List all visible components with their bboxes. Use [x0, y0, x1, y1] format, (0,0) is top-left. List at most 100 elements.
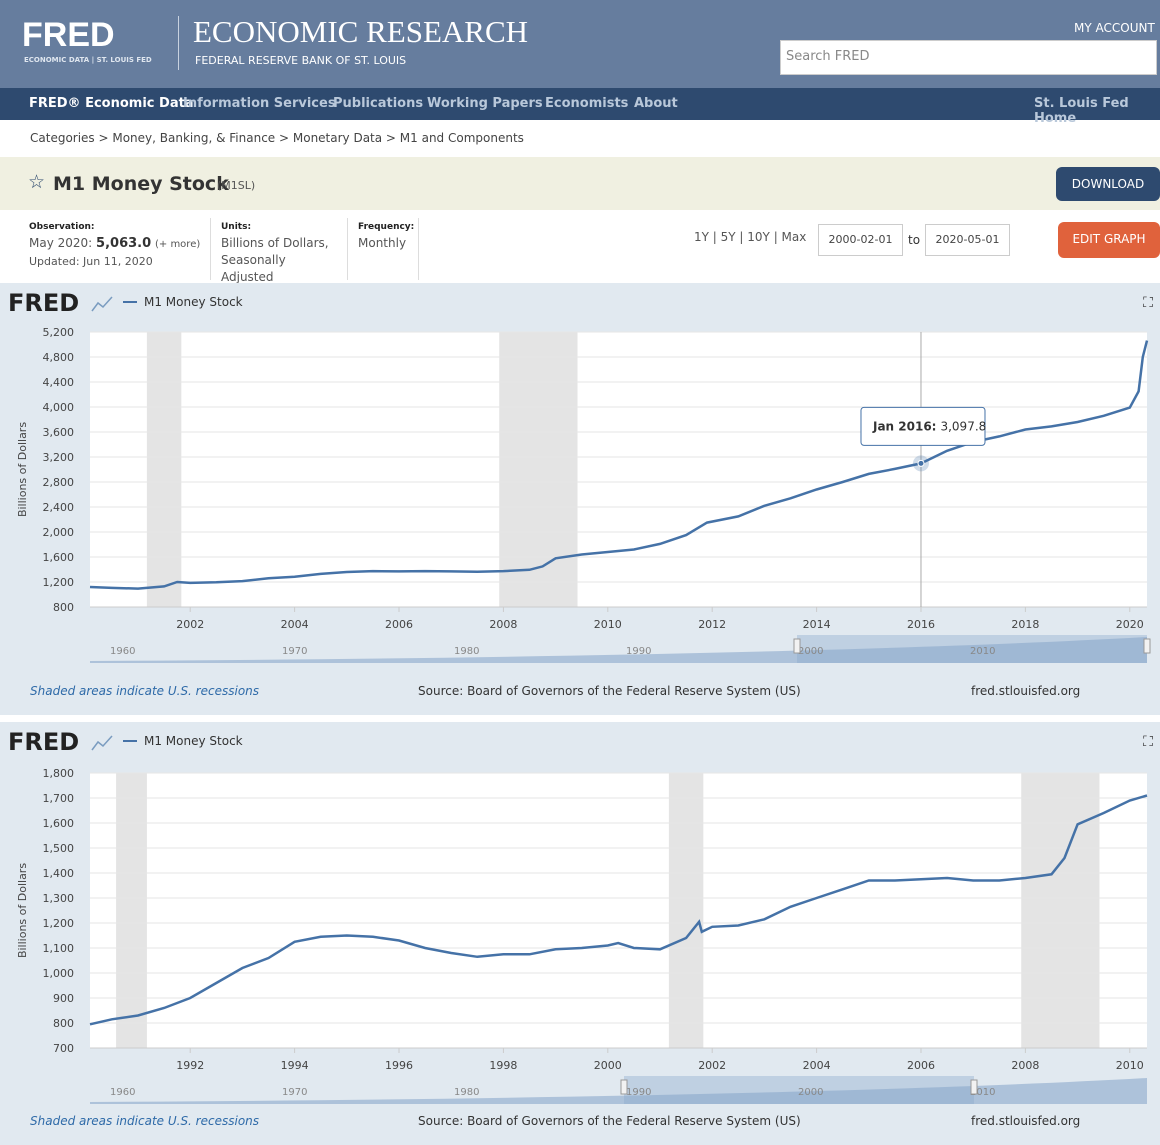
nav-item[interactable]: Working Papers [427, 96, 543, 111]
y-tick-label: 1,700 [43, 792, 75, 805]
freq-value: Monthly [358, 236, 407, 250]
logo-sub: ECONOMIC DATA | ST. LOUIS FED [24, 56, 152, 64]
logo[interactable]: FRED [22, 16, 115, 54]
x-tick-label: 2002 [698, 1059, 726, 1072]
x-tick-label: 2004 [803, 1059, 831, 1072]
x-tick-label: 2020 [1116, 618, 1144, 631]
y-tick-label: 4,400 [43, 376, 75, 389]
edit-graph-button[interactable]: EDIT GRAPH [1058, 222, 1160, 258]
fullscreen-icon[interactable]: ⛶ [1143, 295, 1153, 311]
y-tick-label: 2,000 [43, 526, 75, 539]
navigator-handle[interactable] [620, 1079, 628, 1095]
site-subtitle: FEDERAL RESERVE BANK OF ST. LOUIS [195, 54, 407, 67]
navigator-label: 1980 [454, 1087, 479, 1098]
navigator-handle[interactable] [970, 1079, 978, 1095]
x-tick-label: 2014 [803, 618, 831, 631]
chart-logo: FRED [8, 289, 79, 317]
y-tick-label: 1,000 [43, 967, 75, 980]
x-tick-label: 2002 [176, 618, 204, 631]
y-tick-label: 1,600 [43, 817, 75, 830]
hover-point [917, 459, 925, 467]
tooltip-date: Jan 2016: [872, 419, 936, 433]
recession-band [499, 332, 578, 607]
navigator-label: 2000 [798, 646, 823, 657]
header: FRED ECONOMIC DATA | ST. LOUIS FED ECONO… [0, 0, 1160, 88]
nav-item[interactable]: St. Louis Fed Home [1034, 96, 1129, 126]
x-tick-label: 2008 [489, 618, 517, 631]
navigator-line [90, 1078, 1147, 1104]
logo-icon [91, 735, 113, 751]
y-tick-label: 1,600 [43, 551, 75, 564]
updated: Updated: Jun 11, 2020 [29, 255, 153, 268]
x-tick-label: 2006 [907, 1059, 935, 1072]
y-tick-label: 1,100 [43, 942, 75, 955]
label: Frequency: [358, 222, 415, 232]
y-tick-label: 4,000 [43, 401, 75, 414]
nav-item[interactable]: Information Services [183, 96, 336, 111]
account-link[interactable]: MY ACCOUNT [1074, 21, 1155, 35]
x-tick-label: 1992 [176, 1059, 204, 1072]
series-line [89, 794, 1148, 1026]
navigator-label: 1980 [454, 646, 479, 657]
y-tick-label: 800 [53, 601, 74, 614]
range-buttons[interactable]: 1Y | 5Y | 10Y | Max [694, 230, 807, 244]
search-box[interactable]: Search FRED [780, 40, 1157, 75]
recession-band [668, 773, 704, 1048]
navigator-label: 1990 [626, 1087, 651, 1098]
y-tick-label: 2,400 [43, 501, 75, 514]
star-icon[interactable]: ☆ [28, 171, 46, 193]
navigator-label: 1960 [110, 1087, 135, 1098]
download-button[interactable]: DOWNLOAD [1056, 167, 1160, 201]
y-axis-label: Billions of Dollars [16, 422, 29, 517]
fullscreen-icon[interactable]: ⛶ [1143, 734, 1153, 750]
x-tick-label: 1996 [385, 1059, 413, 1072]
site-note: fred.stlouisfed.org [971, 1114, 1080, 1128]
y-tick-label: 2,800 [43, 476, 75, 489]
navigator-label: 1970 [282, 1087, 307, 1098]
y-tick-label: 1,200 [43, 576, 75, 589]
y-tick-label: 900 [53, 992, 74, 1005]
recession-band [116, 773, 147, 1048]
legend-label: M1 Money Stock [144, 734, 243, 748]
x-tick-label: 1994 [281, 1059, 309, 1072]
navigator-label: 1970 [282, 646, 307, 657]
legend-label: M1 Money Stock [144, 295, 243, 309]
x-tick-label: 2010 [594, 618, 622, 631]
y-tick-label: 3,600 [43, 426, 75, 439]
obs-date: May 2020: [29, 236, 93, 250]
divider [347, 218, 348, 280]
chart-panel: FRED M1 Money Stock ⛶ 800 1,200 1,600 2,000 2,4… [0, 283, 1160, 715]
y-tick-label: 700 [53, 1042, 74, 1055]
source-note: Source: Board of Governors of the Federa… [418, 684, 801, 698]
recession-band [1021, 773, 1100, 1048]
label: Units: [221, 222, 252, 232]
x-tick-label: 1998 [489, 1059, 517, 1072]
x-tick-label: 2006 [385, 618, 413, 631]
navigator-handle[interactable] [1143, 638, 1151, 654]
nav-item[interactable]: Economists [545, 96, 629, 111]
end-date[interactable]: 2020-05-01 [925, 224, 1010, 256]
observation: Observation: May 2020: 5,063.0 (+ more) … [29, 222, 200, 270]
units-value: Billions of Dollars, Seasonally Adjusted [221, 236, 329, 284]
nav-item[interactable]: Publications [333, 96, 424, 111]
nav-item[interactable]: About [634, 96, 678, 111]
units: Units: Billions of Dollars, Seasonally A… [221, 222, 341, 286]
recession-note: Shaded areas indicate U.S. recessions [30, 1114, 259, 1128]
navigator-handle[interactable] [793, 638, 801, 654]
x-tick-label: 2008 [1011, 1059, 1039, 1072]
frequency: Frequency: Monthly [358, 222, 414, 252]
series-id: (M1SL) [217, 179, 256, 192]
y-axis-label: Billions of Dollars [16, 863, 29, 958]
y-tick-label: 1,300 [43, 892, 75, 905]
x-tick-label: 2016 [907, 618, 935, 631]
x-tick-label: 2010 [1116, 1059, 1144, 1072]
navigator-label: 1960 [110, 646, 135, 657]
breadcrumb[interactable]: Categories > Money, Banking, & Finance >… [30, 131, 524, 145]
title-bar: ☆ M1 Money Stock (M1SL) DOWNLOAD [0, 157, 1160, 210]
more-link[interactable]: (+ more) [154, 239, 201, 250]
recession-note: Shaded areas indicate U.S. recessions [30, 684, 259, 698]
divider [210, 218, 211, 280]
nav-item[interactable]: FRED® Economic Data [29, 96, 194, 111]
start-date[interactable]: 2000-02-01 [818, 224, 903, 256]
series-line [89, 340, 1149, 590]
